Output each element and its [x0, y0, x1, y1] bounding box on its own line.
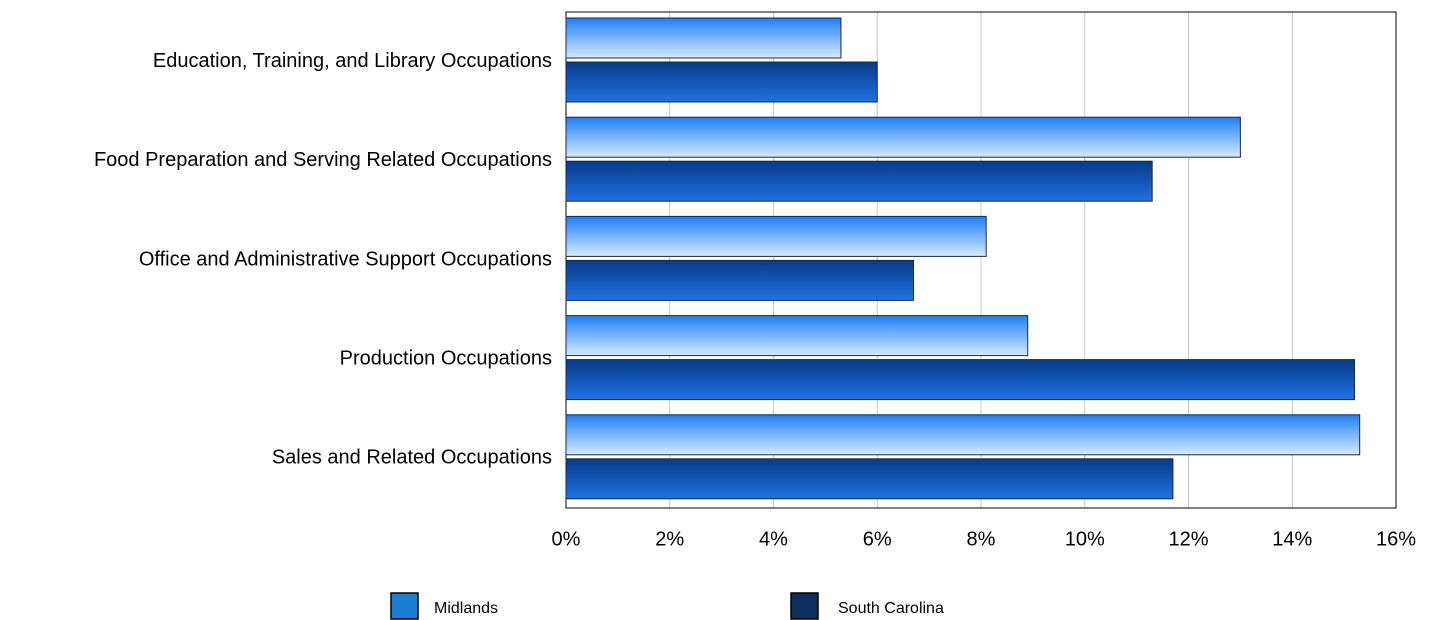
y-tick-label: Food Preparation and Serving Related Occ…	[94, 149, 552, 171]
x-tick-label: 12%	[1168, 528, 1208, 550]
x-tick-label: 10%	[1065, 528, 1105, 550]
x-tick-label: 0%	[552, 528, 581, 550]
y-tick-label: Production Occupations	[340, 347, 552, 369]
x-tick-label: 16%	[1376, 528, 1416, 550]
x-tick-label: 8%	[967, 528, 996, 550]
legend-swatch	[390, 592, 419, 620]
x-tick-label: 2%	[655, 528, 684, 550]
x-tick-label: 6%	[863, 528, 892, 550]
bar	[565, 315, 1029, 357]
bar	[565, 160, 1153, 202]
y-tick-label: Office and Administrative Support Occupa…	[139, 248, 552, 270]
legend-label: South Carolina	[838, 600, 944, 617]
y-tick-label: Sales and Related Occupations	[272, 447, 552, 469]
y-tick-label: Education, Training, and Library Occupat…	[153, 50, 552, 72]
bar	[565, 116, 1241, 158]
x-tick-label: 14%	[1272, 528, 1312, 550]
bar	[565, 359, 1355, 401]
bar	[565, 458, 1174, 500]
x-tick-label: 4%	[759, 528, 788, 550]
legend-swatch	[790, 592, 819, 620]
bar	[565, 215, 987, 257]
bar	[565, 61, 878, 103]
bar	[565, 259, 915, 301]
bar	[565, 17, 842, 59]
legend-label: Midlands	[434, 600, 498, 617]
bar	[565, 414, 1361, 456]
